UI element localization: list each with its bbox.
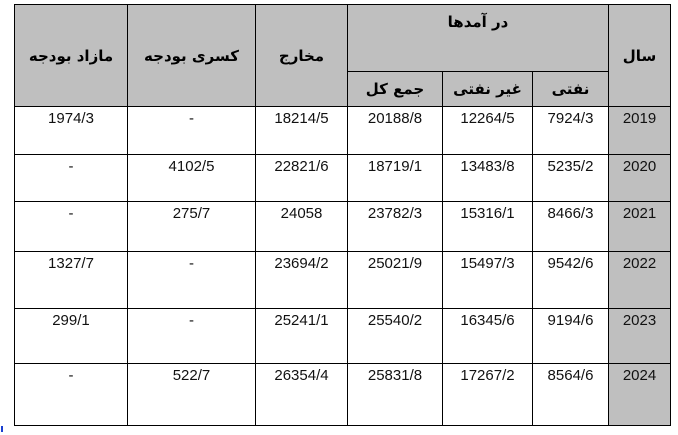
cell-total: 23782/3 bbox=[347, 201, 443, 252]
cell-year: 2024 bbox=[608, 363, 671, 426]
cell-year: 2020 bbox=[608, 154, 671, 202]
table-row: 2019 7924/3 12264/5 20188/8 18214/5-1974/3 bbox=[14, 106, 671, 155]
cell-expenditure: 24058 bbox=[255, 201, 348, 252]
header-deficit: کسری بودجه bbox=[127, 4, 256, 107]
header-revenues: در آمدها bbox=[347, 4, 609, 72]
cell-non-oil: 17267/2 bbox=[442, 363, 533, 426]
cell-surplus: - bbox=[14, 363, 128, 426]
cell-non-oil: 13483/8 bbox=[442, 154, 533, 202]
cell-year: 2019 bbox=[608, 106, 671, 155]
cell-deficit: - bbox=[127, 106, 256, 155]
cell-total: 20188/8 bbox=[347, 106, 443, 155]
cell-non-oil: 15316/1 bbox=[442, 201, 533, 252]
header-year: سال bbox=[608, 4, 671, 107]
cell-deficit: 275/7 bbox=[127, 201, 256, 252]
cell-expenditure: 25241/1 bbox=[255, 308, 348, 364]
cell-non-oil: 16345/6 bbox=[442, 308, 533, 364]
cell-year: 2022 bbox=[608, 251, 671, 309]
cell-expenditure: 18214/5 bbox=[255, 106, 348, 155]
cell-total: 18719/1 bbox=[347, 154, 443, 202]
cell-oil: 7924/3 bbox=[532, 106, 609, 155]
table-row: 2024 8564/6 17267/2 25831/8 26354/4 522/7- bbox=[14, 363, 671, 426]
cell-oil: 9194/6 bbox=[532, 308, 609, 364]
cell-surplus: 1974/3 bbox=[14, 106, 128, 155]
cell-year: 2021 bbox=[608, 201, 671, 252]
cell-total: 25021/9 bbox=[347, 251, 443, 309]
cell-surplus: - bbox=[14, 201, 128, 252]
cell-surplus: - bbox=[14, 154, 128, 202]
cell-oil: 8466/3 bbox=[532, 201, 609, 252]
header-expenditure: مخارج bbox=[255, 4, 348, 107]
cell-total: 25831/8 bbox=[347, 363, 443, 426]
table-row: 2020 5235/2 13483/8 18719/1 22821/6 4102/5- bbox=[14, 154, 671, 202]
header-oil: نفتی bbox=[532, 71, 609, 107]
cell-deficit: - bbox=[127, 308, 256, 364]
header-non-oil: غیر نفتی bbox=[442, 71, 533, 107]
header-surplus: مازاد بودجه bbox=[14, 4, 128, 107]
cell-expenditure: 22821/6 bbox=[255, 154, 348, 202]
cell-total: 25540/2 bbox=[347, 308, 443, 364]
cell-oil: 8564/6 bbox=[532, 363, 609, 426]
cell-deficit: 522/7 bbox=[127, 363, 256, 426]
cell-surplus: 1327/7 bbox=[14, 251, 128, 309]
stray-mark bbox=[1, 426, 3, 432]
table-row: 2021 8466/3 15316/1 23782/3 24058 275/7- bbox=[14, 201, 671, 252]
table-row: 2023 9194/6 16345/6 25540/2 25241/1-299/1 bbox=[14, 308, 671, 364]
header-total: جمع کل bbox=[347, 71, 443, 107]
cell-non-oil: 12264/5 bbox=[442, 106, 533, 155]
table-row: 2022 9542/6 15497/3 25021/9 23694/2-1327/7 bbox=[14, 251, 671, 309]
cell-deficit: 4102/5 bbox=[127, 154, 256, 202]
cell-year: 2023 bbox=[608, 308, 671, 364]
cell-expenditure: 26354/4 bbox=[255, 363, 348, 426]
cell-non-oil: 15497/3 bbox=[442, 251, 533, 309]
cell-deficit: - bbox=[127, 251, 256, 309]
cell-surplus: 299/1 bbox=[14, 308, 128, 364]
cell-oil: 5235/2 bbox=[532, 154, 609, 202]
cell-oil: 9542/6 bbox=[532, 251, 609, 309]
budget-table: سال در آمدها مخارج کسری بودجه مازاد بودج… bbox=[14, 4, 671, 426]
cell-expenditure: 23694/2 bbox=[255, 251, 348, 309]
